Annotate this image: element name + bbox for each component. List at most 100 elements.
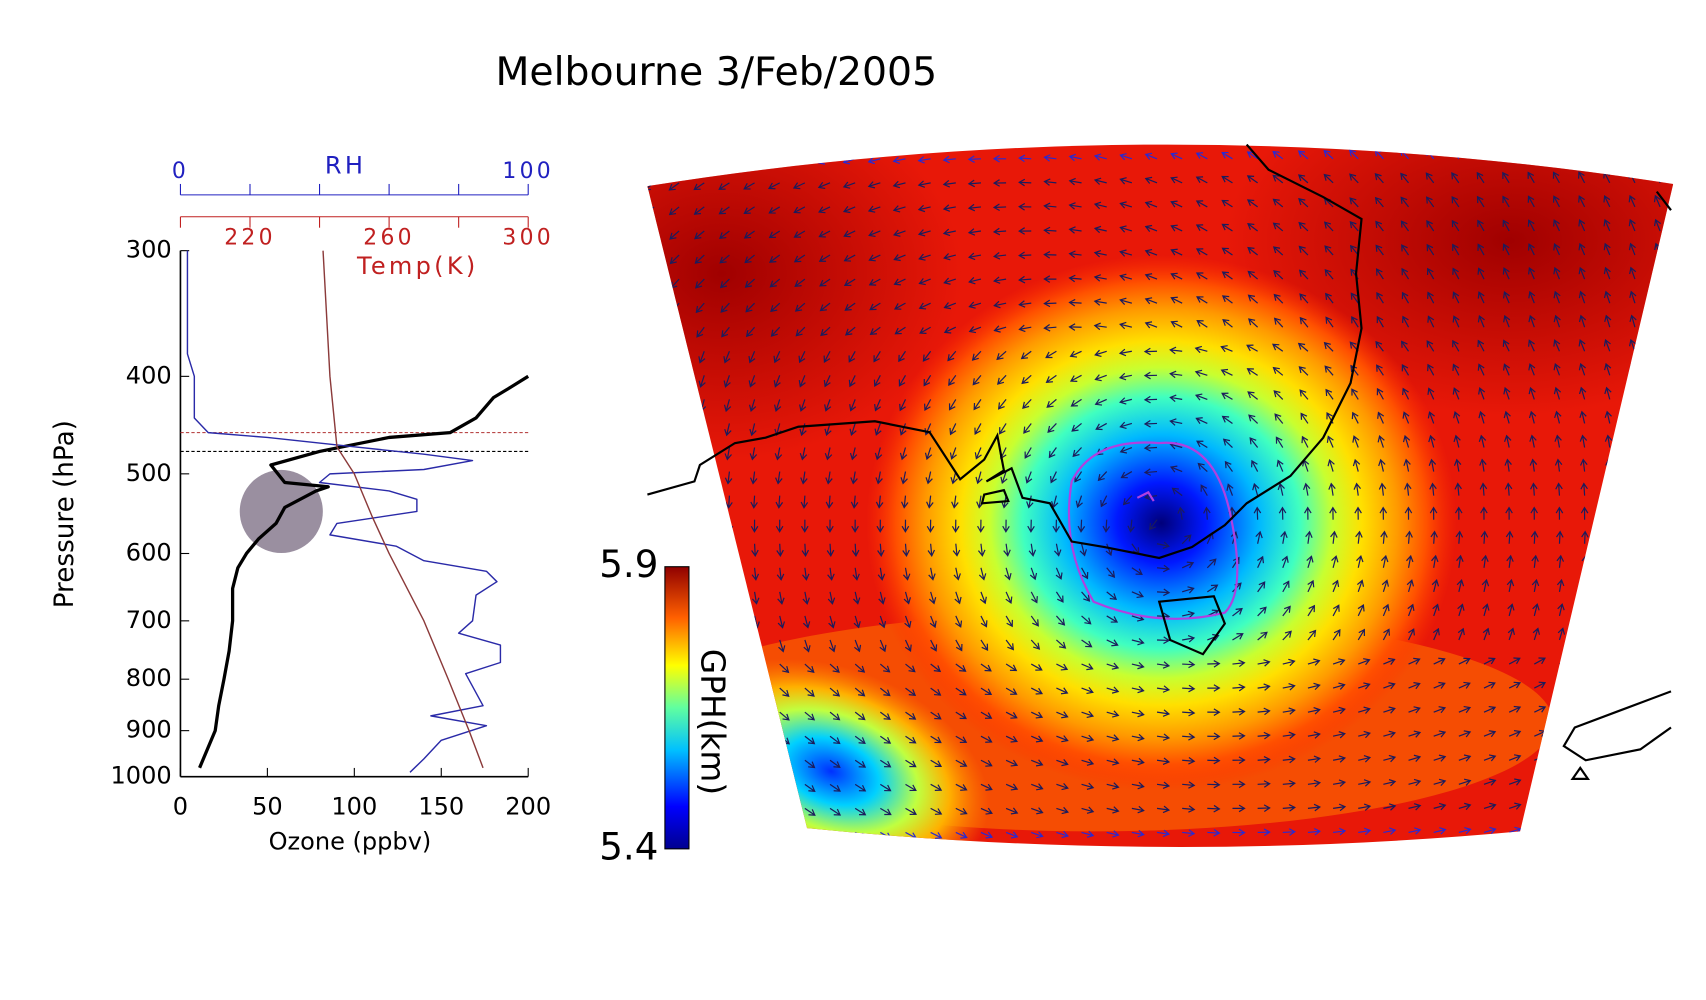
wind-arrow <box>1453 410 1461 424</box>
wind-arrow <box>844 326 856 336</box>
wind-arrow <box>1426 196 1435 208</box>
wind-arrow <box>1629 410 1638 424</box>
wind-arrow <box>1609 657 1622 665</box>
wind-arrow <box>743 230 755 239</box>
wind-arrow <box>1307 803 1322 812</box>
wind-arrow <box>924 399 932 412</box>
wind-arrow <box>1056 782 1069 791</box>
wind-arrow <box>827 591 836 605</box>
wind-arrow <box>1195 176 1208 184</box>
wind-arrow <box>1654 386 1663 400</box>
wind-arrow <box>1502 291 1510 304</box>
wind-arrow <box>1094 349 1107 357</box>
wind-arrow <box>1480 530 1489 544</box>
wind-arrow <box>794 278 806 288</box>
wind-arrow <box>1358 706 1371 714</box>
wind-arrow <box>1657 627 1666 641</box>
wind-arrow <box>1453 458 1462 472</box>
wind-arrow <box>930 687 942 696</box>
wind-arrow <box>1478 434 1487 448</box>
wind-arrow <box>1156 636 1171 645</box>
wind-arrow <box>1552 195 1560 208</box>
wind-arrow <box>648 351 656 364</box>
wind-arrow <box>1149 519 1158 531</box>
wind-arrow <box>1351 411 1359 424</box>
x-axis-label: Ozone (ppbv) <box>269 827 432 855</box>
wind-arrow <box>1383 803 1397 811</box>
wind-arrow <box>804 711 816 721</box>
wind-arrow <box>1604 410 1612 424</box>
wind-arrow <box>673 423 682 437</box>
wind-arrow <box>955 615 963 628</box>
wind-arrow <box>1428 434 1436 448</box>
x-tick-label: 200 <box>505 792 551 820</box>
wind-arrow <box>1143 347 1158 356</box>
wind-arrow <box>1005 639 1015 651</box>
wind-arrow <box>1603 290 1612 304</box>
wind-arrow <box>1603 266 1611 280</box>
wind-arrow <box>1400 196 1410 208</box>
wind-arrow <box>1247 391 1258 400</box>
wind-arrow <box>1655 434 1663 448</box>
wind-arrow <box>1429 506 1438 520</box>
wind-arrow <box>1383 754 1397 763</box>
wind-arrow <box>819 278 831 287</box>
wind-arrow <box>750 519 759 533</box>
wind-arrow <box>1629 290 1637 304</box>
wind-arrow <box>1631 506 1639 520</box>
wind-arrow <box>1071 422 1082 432</box>
wind-arrow <box>647 302 655 314</box>
wind-arrow <box>779 831 791 840</box>
wind-arrow <box>1654 218 1662 232</box>
wind-arrow <box>1503 410 1511 424</box>
wind-arrow <box>853 591 861 605</box>
wind-arrow <box>694 254 705 264</box>
wind-arrow <box>1002 519 1010 533</box>
wind-arrow <box>1477 339 1485 352</box>
wind-arrow <box>675 519 683 533</box>
wind-arrow <box>1224 460 1233 472</box>
wind-arrow <box>1553 386 1562 400</box>
wind-arrow <box>1257 756 1271 764</box>
wind-arrow <box>1580 458 1588 472</box>
wind-arrow <box>1579 434 1588 448</box>
wind-arrow <box>1534 802 1547 810</box>
x-tick-label: 50 <box>252 792 283 820</box>
wind-arrow <box>1200 484 1208 496</box>
wind-arrow <box>819 302 831 312</box>
wind-arrow <box>1273 317 1284 328</box>
wind-arrow <box>1508 657 1521 665</box>
wind-arrow <box>955 759 968 767</box>
wind-arrow <box>1503 386 1511 400</box>
wind-arrow <box>699 471 708 485</box>
wind-arrow <box>1458 802 1472 811</box>
wind-arrow <box>1427 363 1435 376</box>
wind-arrow <box>1119 273 1133 281</box>
wind-arrow <box>647 254 655 265</box>
wind-arrow <box>777 615 786 629</box>
wind-arrow <box>1131 733 1145 742</box>
wind-arrow <box>918 253 931 261</box>
wind-arrow <box>1654 338 1662 352</box>
wind-arrow <box>1030 591 1038 604</box>
wind-arrow <box>1332 658 1346 666</box>
wind-arrow <box>826 543 835 557</box>
wind-arrow <box>1055 591 1064 603</box>
wind-arrow <box>647 278 655 290</box>
wind-arrow <box>651 639 660 653</box>
wind-arrow <box>745 326 756 338</box>
wind-arrow <box>1430 530 1438 544</box>
wind-arrow <box>1068 298 1082 307</box>
wind-arrow <box>1024 447 1032 459</box>
wind-arrow <box>1656 554 1665 568</box>
wind-arrow <box>1604 434 1613 448</box>
wind-arrow <box>1282 779 1296 788</box>
wind-arrow <box>854 639 862 653</box>
wind-arrow <box>1119 297 1133 305</box>
wind-arrow <box>823 350 831 364</box>
wind-arrow <box>1081 710 1095 718</box>
wind-arrow <box>1455 530 1464 544</box>
wind-arrow <box>1479 458 1487 472</box>
wind-arrow <box>1043 154 1057 162</box>
wind-arrow <box>971 350 982 361</box>
